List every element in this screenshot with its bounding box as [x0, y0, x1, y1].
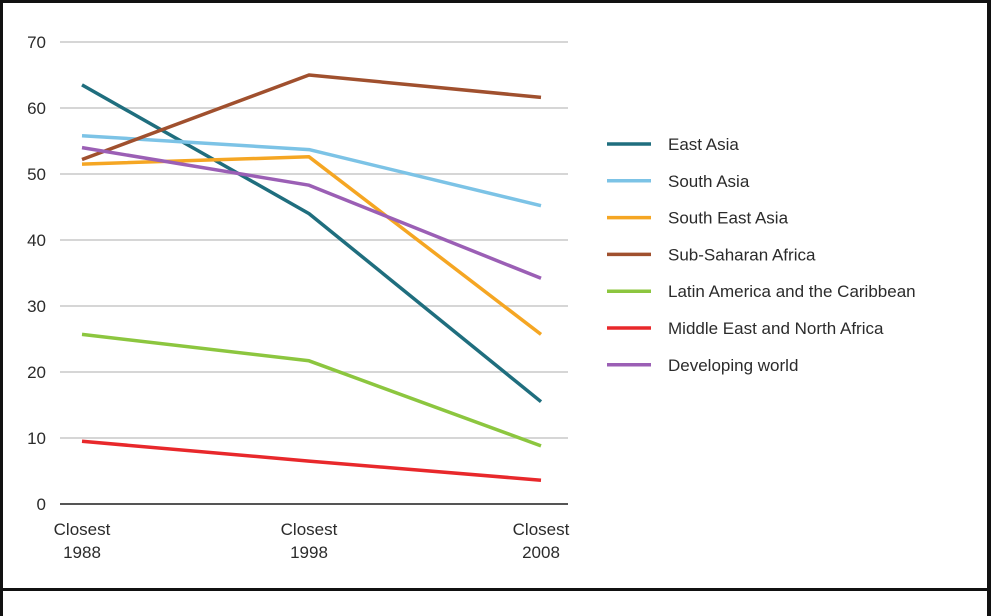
legend-label-middle-east-and-north-africa: Middle East and North Africa [668, 319, 884, 338]
x-tick-label-line: Closest [281, 520, 338, 539]
series-lines [81, 73, 543, 482]
x-axis-category-labels: Closest 1988 Closest 1998 Closest 2008 [54, 520, 570, 562]
y-tick-label-60: 60 [27, 99, 46, 118]
series-line-south-asia [81, 133, 542, 208]
x-tick-label-2: Closest 2008 [513, 520, 570, 562]
series-line-east-asia [81, 83, 543, 404]
y-tick-label-70: 70 [27, 33, 46, 52]
series-line-sub-saharan-africa [81, 73, 542, 162]
legend-label-latin-america-and-the-caribbean: Latin America and the Caribbean [668, 282, 916, 301]
x-tick-label-line: 1988 [63, 543, 101, 562]
y-tick-label-50: 50 [27, 165, 46, 184]
x-tick-label-line: 2008 [522, 543, 560, 562]
y-tick-label-40: 40 [27, 231, 46, 250]
y-tick-label-10: 10 [27, 429, 46, 448]
y-tick-label-30: 30 [27, 297, 46, 316]
bottom-divider [0, 588, 991, 591]
legend-label-east-asia: East Asia [668, 135, 739, 154]
series-line-latin-america-and-the-caribbean [81, 332, 542, 448]
x-tick-label-line: 1998 [290, 543, 328, 562]
x-tick-label-1: Closest 1998 [281, 520, 338, 562]
y-tick-label-0: 0 [37, 495, 46, 514]
series-line-developing-world [81, 145, 542, 280]
x-tick-label-0: Closest 1988 [54, 520, 111, 562]
x-tick-label-line: Closest [54, 520, 111, 539]
legend-label-sub-saharan-africa: Sub-Saharan Africa [668, 245, 816, 264]
legend-label-developing-world: Developing world [668, 356, 798, 375]
series-line-middle-east-and-north-africa [81, 439, 542, 482]
legend: East Asia South Asia South East Asia Sub-Sa… [607, 135, 916, 375]
y-axis-tick-labels: 0 10 20 30 40 50 60 70 [27, 33, 46, 514]
x-tick-label-line: Closest [513, 520, 570, 539]
legend-label-south-east-asia: South East Asia [668, 209, 789, 228]
legend-label-south-asia: South Asia [668, 172, 750, 191]
y-tick-label-20: 20 [27, 363, 46, 382]
series-line-south-east-asia [81, 155, 543, 336]
gridlines [60, 41, 568, 439]
